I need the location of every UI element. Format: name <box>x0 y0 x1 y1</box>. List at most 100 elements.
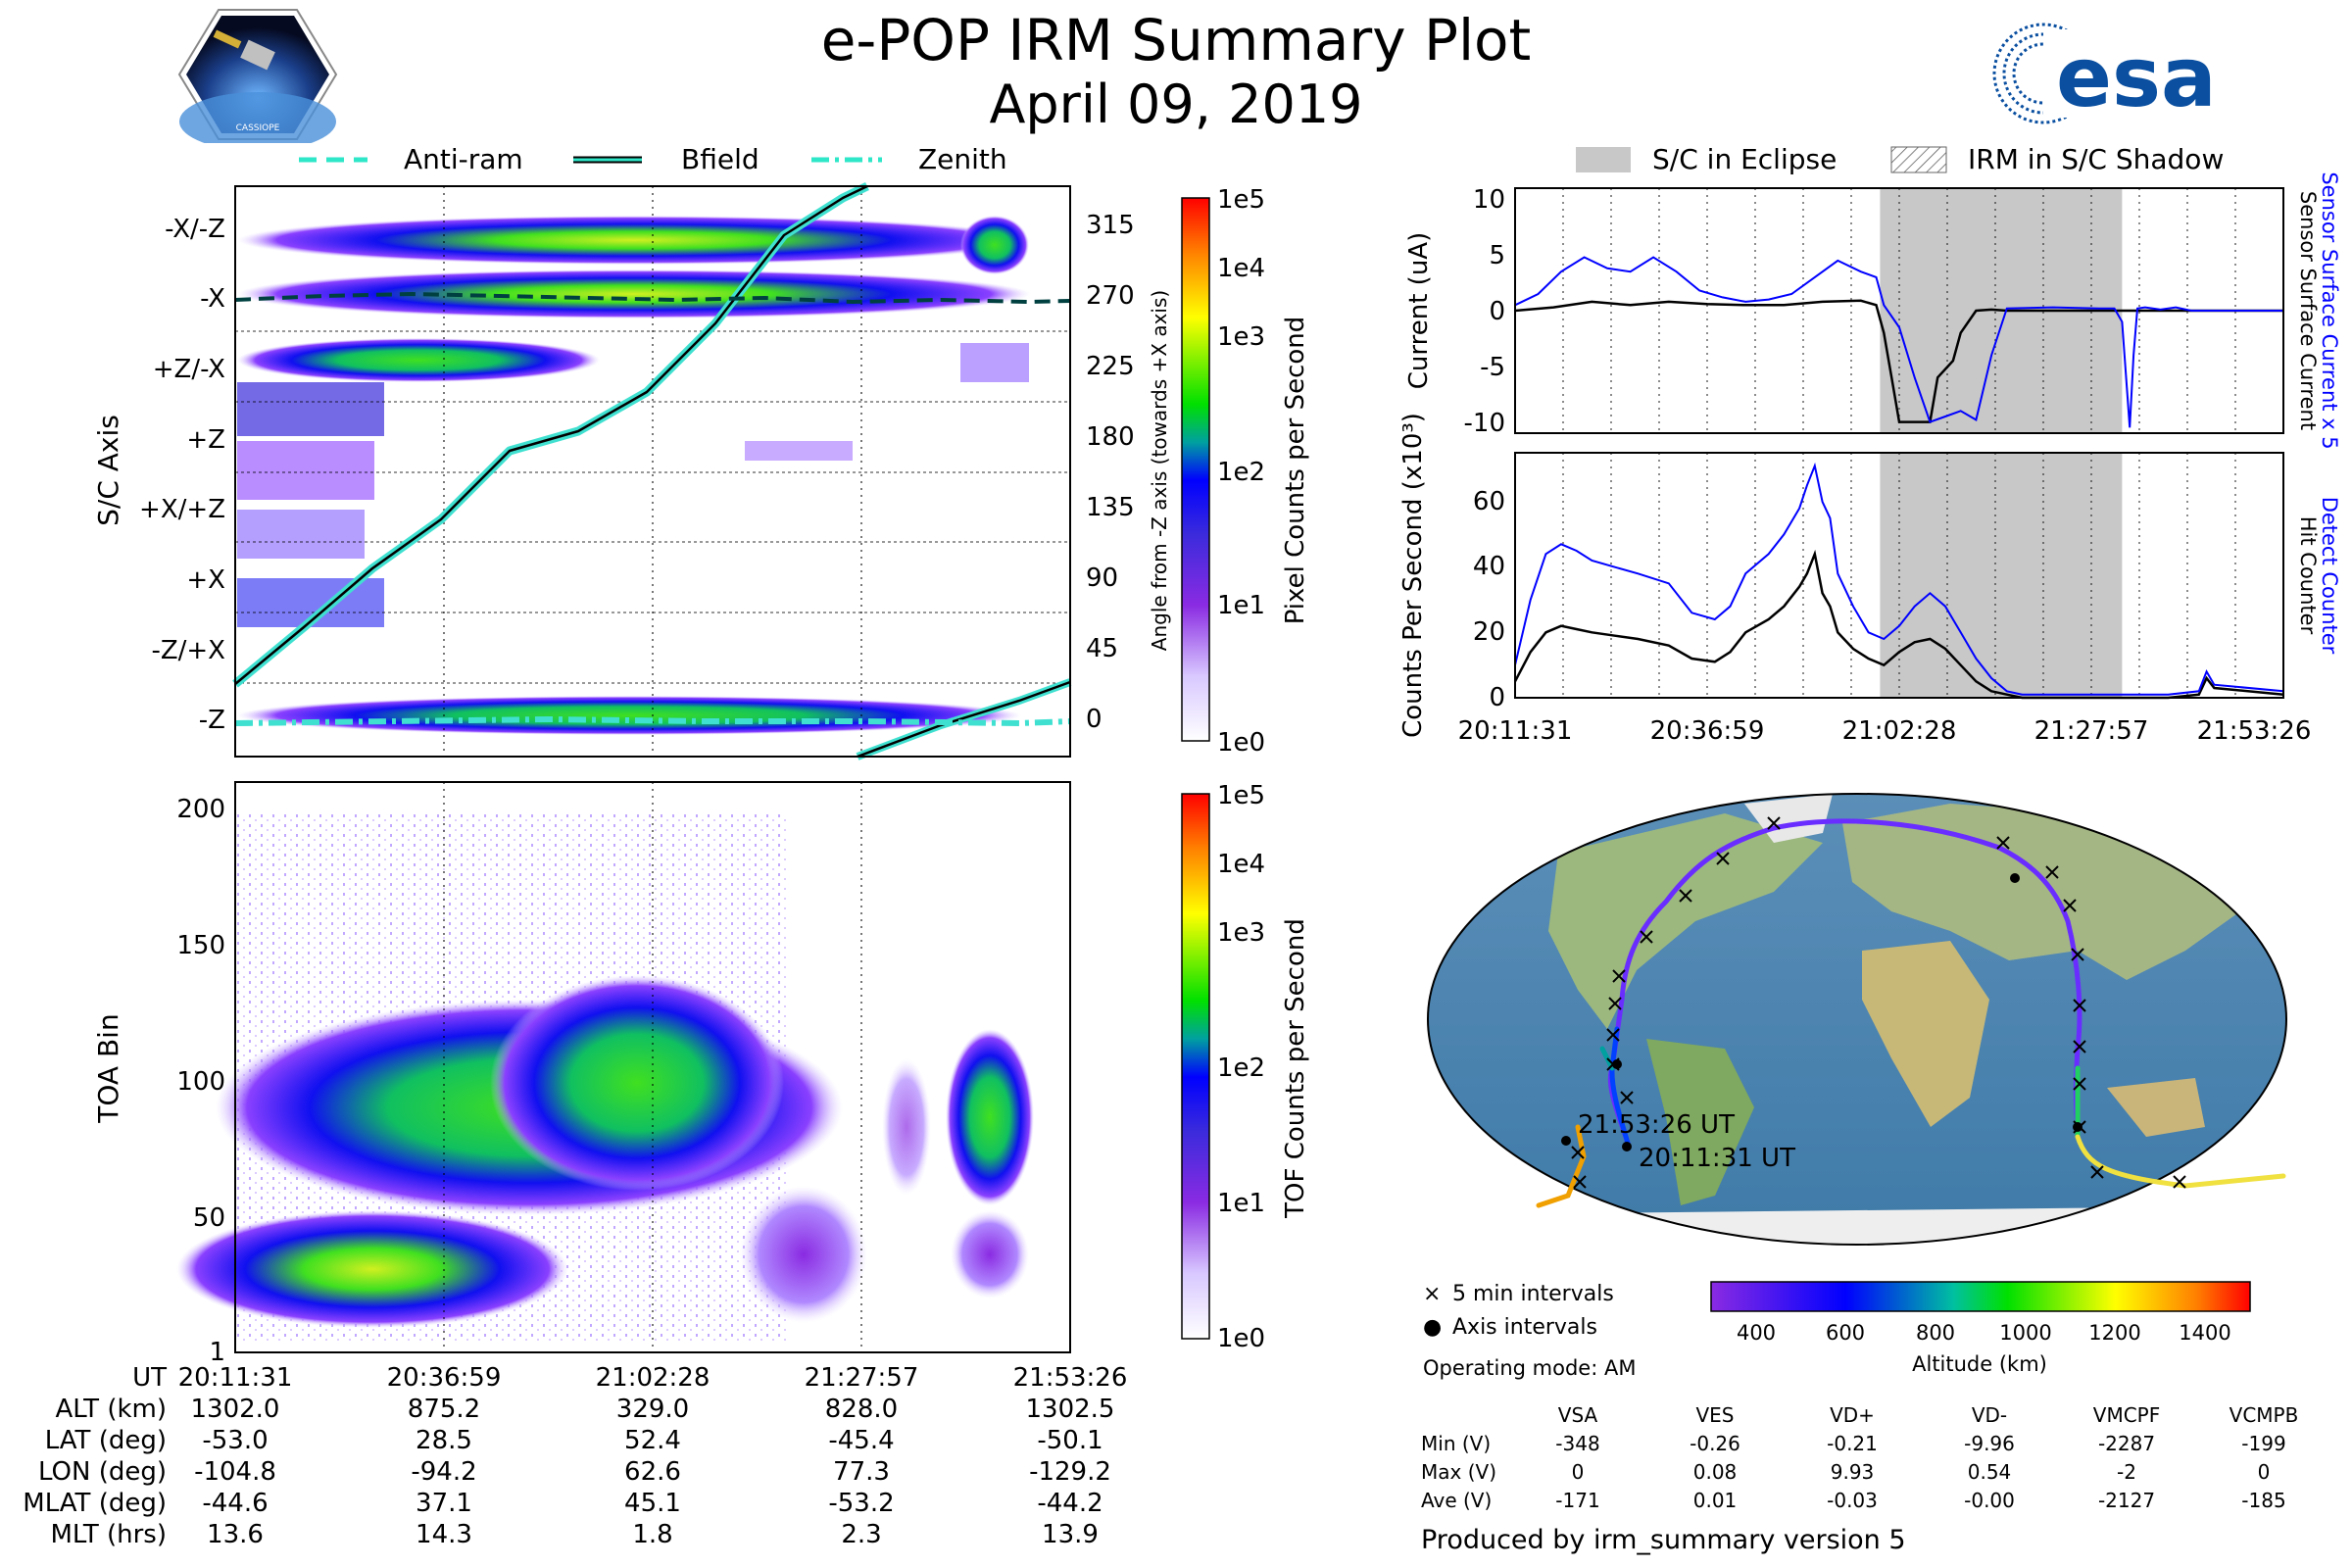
alt-colorbar-label: Altitude (km) <box>1912 1352 2047 1376</box>
tick-90: 90 <box>1086 564 1118 593</box>
ephem-cell: -129.2 <box>1029 1457 1111 1487</box>
tof-colorbar: 1e5 1e4 1e3 1e2 1e1 1e0 TOF Counts per S… <box>1181 781 1310 1353</box>
tof-colorbar-label: TOF Counts per Second <box>1281 918 1310 1219</box>
toa-ylabel: TOA Bin <box>92 1013 124 1123</box>
ephem-cell: -104.8 <box>194 1457 276 1487</box>
altitude-colorbar: 400 600 800 1000 1200 1400 Altitude (km) <box>1710 1281 2251 1376</box>
mission-logo-text: CASSIOPE <box>236 123 280 133</box>
esa-logo-text: esa <box>2056 29 2217 125</box>
vt-cell: -2287 <box>2097 1432 2156 1455</box>
ephem-cell: 45.1 <box>624 1489 681 1518</box>
ephem-cell: -50.1 <box>1037 1426 1103 1455</box>
cbar2-tick-1e4: 1e4 <box>1217 850 1265 879</box>
vt-row: Ave (V) -171 0.01 -0.03 -0.00 -2127 -185 <box>1421 1487 2323 1515</box>
left-panels: Anti-ram Bfield Zenith <box>92 143 1310 1367</box>
toa-tick-1: 1 <box>209 1338 225 1367</box>
vt-cell: 0 <box>2257 1460 2271 1484</box>
right-time-ticks: 20:11:31 20:36:59 21:02:28 21:27:57 21:5… <box>1458 716 2312 746</box>
cbar1-tick-1e3: 1e3 <box>1217 322 1265 352</box>
esa-logo: esa <box>1989 20 2274 127</box>
vt-cell: 0.54 <box>1967 1460 2012 1484</box>
toa-spectrogram: 200 150 100 50 1 TOA Bin <box>92 781 1071 1367</box>
right-line-panels: S/C in Eclipse IRM in S/C Shadow 10 5 0 … <box>1398 143 2341 746</box>
orbit-start-label: 20:11:31 UT <box>1639 1144 1795 1173</box>
orbit-map: 21:53:26 UT 20:11:31 UT <box>1427 793 2287 1246</box>
map-legend: × 5 min intervals ● Axis intervals <box>1423 1278 1614 1345</box>
counts-right-label-blue: Detect Counter <box>2318 497 2341 655</box>
operating-mode: Operating mode: AM <box>1423 1356 1637 1380</box>
counts-blue-line <box>1514 462 2284 696</box>
cur-tick-m5: -5 <box>1480 353 1505 382</box>
tick-225: 225 <box>1086 352 1135 381</box>
vt-header: VD+ <box>1830 1403 1875 1427</box>
alt-tick: 1400 <box>2179 1321 2230 1345</box>
angle-ticks: 315 270 225 180 135 90 45 0 <box>1086 211 1135 734</box>
legend-shadow: IRM in S/C Shadow <box>1968 143 2224 175</box>
tick-z-x: +Z/-X <box>153 355 225 384</box>
toa-tick-100: 100 <box>176 1067 225 1097</box>
counts-ylabel: Counts Per Second (x10³) <box>1398 413 1428 738</box>
tick-45: 45 <box>1086 634 1118 663</box>
legend-anti-ram: Anti-ram <box>404 143 523 175</box>
bfield-trace-core <box>234 184 868 685</box>
ephem-cell: 62.6 <box>624 1457 681 1487</box>
produced-by: Produced by irm_summary version 5 <box>1421 1525 1906 1555</box>
current-yticks: 10 5 0 -5 -10 <box>1464 185 1505 438</box>
cbar2-tick-1e5: 1e5 <box>1217 781 1265 810</box>
sc-axis-ticks: -X/-Z -X +Z/-X +Z +X/+Z +X -Z/+X -Z <box>139 215 225 735</box>
page-title: e-POP IRM Summary Plot <box>820 7 1532 74</box>
rtime-tick: 21:27:57 <box>2034 716 2149 746</box>
ephem-cell: 828.0 <box>824 1395 899 1424</box>
vt-cell: 0.01 <box>1692 1489 1738 1512</box>
current-ylabel: Current (uA) <box>1404 232 1434 389</box>
vt-row: Min (V) -348 -0.26 -0.21 -9.96 -2287 -19… <box>1421 1430 2323 1458</box>
ephem-cell: -53.2 <box>828 1489 895 1518</box>
tick-270: 270 <box>1086 281 1135 311</box>
cur-tick-5: 5 <box>1489 241 1505 270</box>
cross-icon: × <box>1423 1282 1442 1306</box>
ephem-row-label: LAT (deg) <box>44 1426 167 1455</box>
pixel-colorbar-label: Pixel Counts per Second <box>1281 317 1310 625</box>
vt-row: Max (V) 0 0.08 9.93 0.54 -2 0 <box>1421 1458 2323 1487</box>
current-right-label-black: Sensor Surface Current <box>2296 191 2320 430</box>
vt-cell: -0.00 <box>1964 1489 2015 1512</box>
vt-cell: -2127 <box>2097 1489 2156 1512</box>
tick-315: 315 <box>1086 211 1135 240</box>
zenith-trace <box>234 715 1071 727</box>
anti-ram-trace <box>234 291 1071 305</box>
legend-eclipse: S/C in Eclipse <box>1652 143 1837 175</box>
tick-135: 135 <box>1086 493 1135 522</box>
cbar2-tick-1e1: 1e1 <box>1217 1189 1265 1218</box>
mission-logo: CASSIOPE <box>174 6 341 151</box>
current-right-label-blue: Sensor Surface Current x 5 <box>2318 172 2341 449</box>
ephem-cell: 52.4 <box>624 1426 681 1455</box>
toa-tick-200: 200 <box>176 795 225 824</box>
tick-zx: -Z/+X <box>151 636 225 665</box>
time-tick: 20:36:59 <box>386 1363 502 1393</box>
alt-tick: 400 <box>1737 1321 1776 1345</box>
axis-dots <box>1561 873 2082 1152</box>
vt-header: VD- <box>1971 1403 2008 1427</box>
ephem-cell: -45.4 <box>828 1426 895 1455</box>
cnt-tick-0: 0 <box>1489 683 1505 712</box>
cnt-tick-60: 60 <box>1473 487 1505 516</box>
ephem-cell: -53.0 <box>202 1426 269 1455</box>
current-blue-line <box>1514 256 2283 428</box>
tick-0: 0 <box>1086 705 1102 734</box>
cbar2-tick-1e2: 1e2 <box>1217 1054 1265 1083</box>
ephem-row-label: LON (deg) <box>37 1457 167 1487</box>
cbar2-tick-1e3: 1e3 <box>1217 918 1265 948</box>
tick-xz-pos: +X/+Z <box>139 495 225 524</box>
ephemeris-table: UT ALT (km) LAT (deg) LON (deg) MLAT (de… <box>0 1362 1176 1568</box>
ephem-cell: 1302.0 <box>190 1395 280 1424</box>
rtime-tick: 20:36:59 <box>1650 716 1765 746</box>
toa-tick-50: 50 <box>193 1203 225 1233</box>
current-panel: 10 5 0 -5 -10 Current (uA) Sensor Surfac… <box>1404 172 2341 449</box>
cbar1-tick-1e2: 1e2 <box>1217 458 1265 487</box>
vt-cell: 0.08 <box>1692 1460 1738 1484</box>
vt-row-label: Max (V) <box>1421 1460 1496 1484</box>
time-tick: 21:27:57 <box>804 1363 919 1393</box>
vt-header: VMCPF <box>2092 1403 2161 1427</box>
sc-axis-ylabel: S/C Axis <box>92 415 124 526</box>
vt-cell: -348 <box>1555 1432 1600 1455</box>
